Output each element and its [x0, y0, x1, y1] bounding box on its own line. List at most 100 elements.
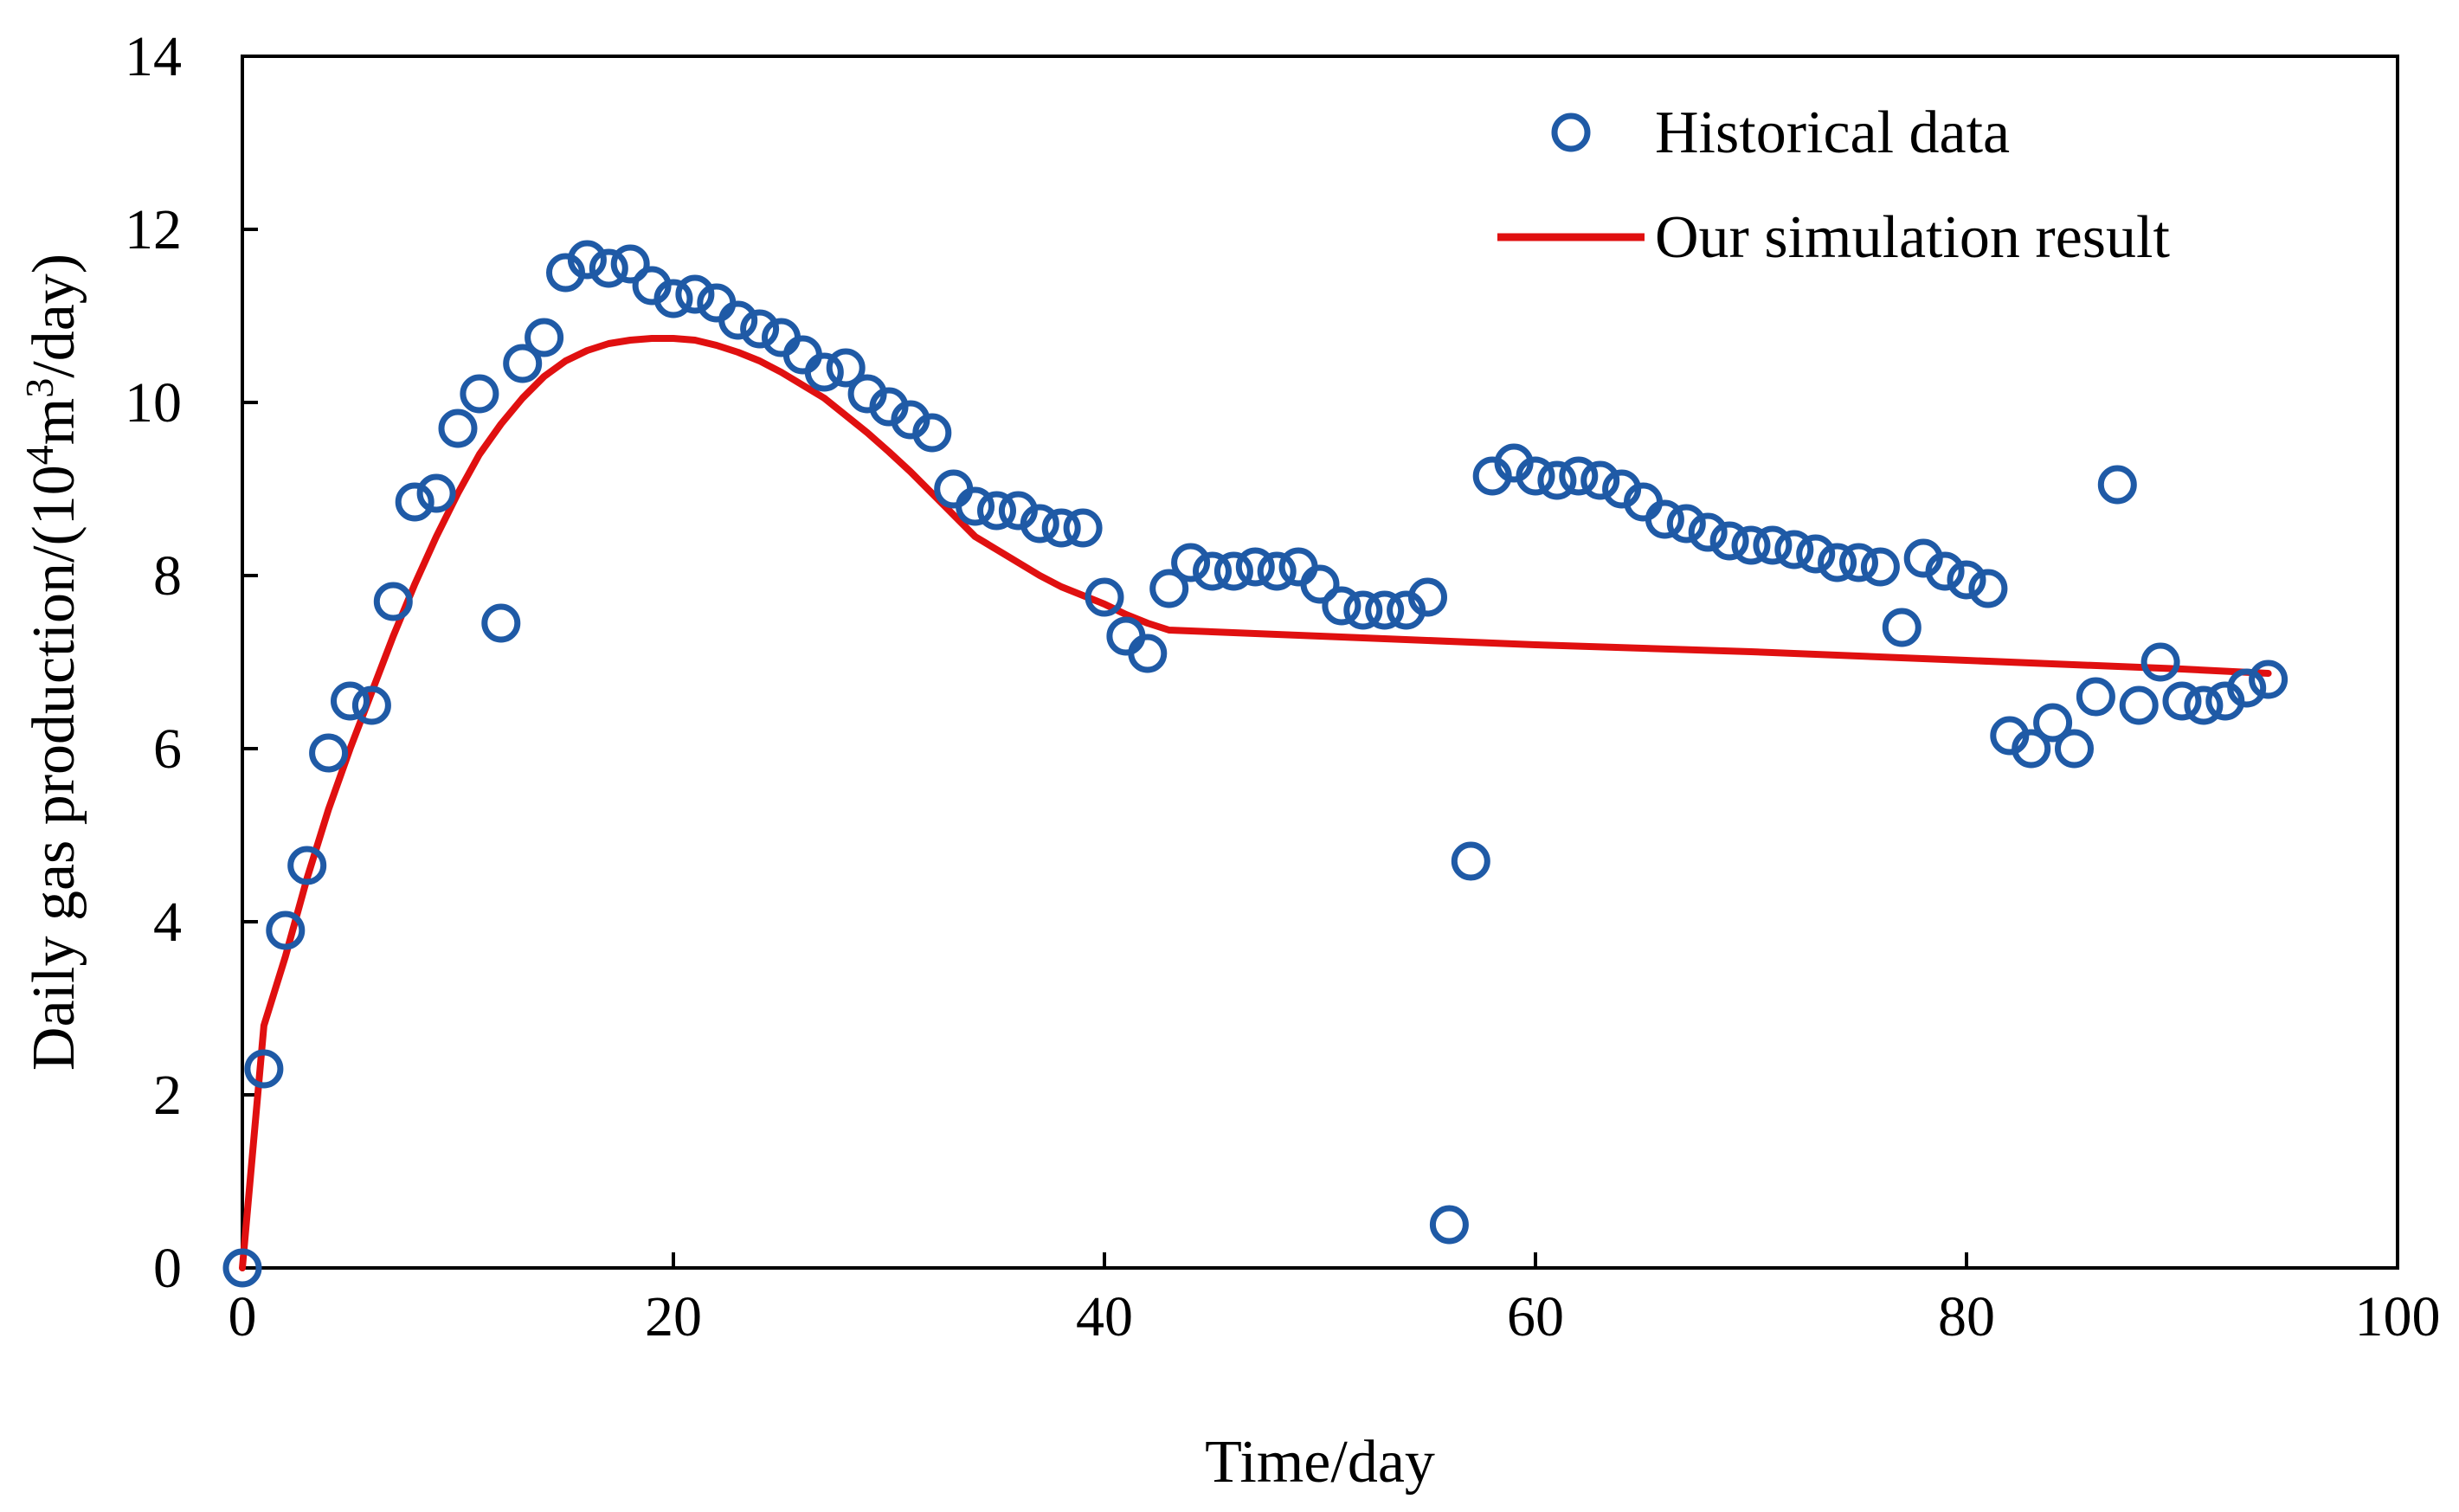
historical-point — [460, 374, 499, 414]
plot-frame — [241, 55, 2399, 1270]
x-tick-label: 60 — [1507, 1285, 1564, 1348]
x-tick-label: 0 — [229, 1285, 257, 1348]
historical-point — [718, 300, 758, 340]
historical-point — [589, 248, 628, 288]
historical-point — [1559, 456, 1599, 496]
historical-point — [395, 482, 435, 522]
x-tick-label: 100 — [2355, 1285, 2441, 1348]
historical-point — [1451, 841, 1490, 881]
legend-label-simulation: Our simulation result — [1655, 204, 2170, 271]
historical-point — [782, 335, 822, 375]
y-title-sup-2: 3 — [17, 378, 61, 398]
y-tick-label: 2 — [153, 1064, 182, 1127]
y-tick-label: 14 — [125, 25, 182, 88]
historical-point — [1753, 525, 1793, 565]
historical-point — [2162, 681, 2202, 721]
historical-point — [1925, 551, 1965, 591]
historical-point — [309, 733, 349, 773]
historical-point — [1343, 590, 1383, 630]
historical-point — [1774, 530, 1814, 569]
historical-point — [1839, 543, 1878, 582]
x-tick-label: 80 — [1938, 1285, 1995, 1348]
historical-point — [956, 486, 995, 526]
historical-point — [1882, 608, 1921, 647]
y-tick-label: 8 — [153, 544, 182, 608]
historical-point — [287, 846, 327, 885]
historical-point — [525, 318, 564, 357]
historical-point — [2012, 729, 2051, 769]
historical-point — [1666, 504, 1706, 544]
x-tick-label: 20 — [645, 1285, 702, 1348]
series-layer — [222, 240, 2288, 1288]
historical-point — [2076, 677, 2115, 717]
historical-point — [244, 1049, 284, 1089]
historical-point — [1085, 577, 1124, 617]
historical-point — [1516, 456, 1555, 496]
historical-point — [503, 344, 543, 383]
historical-point — [416, 473, 456, 513]
historical-point — [2227, 668, 2267, 708]
historical-point — [331, 681, 370, 721]
historical-point — [977, 491, 1016, 531]
historical-point — [266, 910, 306, 950]
historical-point — [1171, 543, 1211, 582]
historical-point — [1278, 547, 1318, 587]
historical-point — [653, 279, 693, 318]
historical-point — [912, 413, 952, 453]
historical-point — [1322, 586, 1361, 626]
historical-point — [2249, 659, 2288, 699]
x-tick-label: 40 — [1076, 1285, 1133, 1348]
x-axis-title: Time/day — [1205, 1429, 1435, 1496]
historical-point — [1688, 512, 1728, 552]
historical-point — [610, 244, 650, 284]
y-tick-label: 12 — [125, 198, 182, 261]
historical-point — [373, 582, 413, 621]
y-title-part-3: /day) — [21, 254, 87, 378]
historical-point — [567, 240, 607, 280]
historical-point — [2119, 685, 2159, 725]
historical-point — [1257, 551, 1297, 591]
y-axis-title: Daily gas production/(104m3/day) — [17, 254, 87, 1071]
historical-point — [826, 348, 866, 388]
historical-point — [934, 469, 974, 509]
historical-point — [1063, 508, 1103, 548]
historical-point — [1968, 569, 2008, 608]
historical-point — [1235, 547, 1275, 587]
historical-point — [2033, 703, 2073, 743]
historical-point — [1818, 543, 1857, 582]
historical-point — [1408, 577, 1447, 617]
historical-point — [2097, 465, 2137, 505]
historical-point — [1213, 551, 1253, 591]
historical-point — [351, 685, 391, 725]
historical-point — [1580, 460, 1620, 500]
historical-point — [804, 352, 844, 392]
y-tick-label: 10 — [125, 371, 182, 434]
historical-point — [438, 409, 478, 448]
y-axis-ticks: 0 2 4 6 8 10 12 14 — [125, 25, 258, 1300]
historical-point — [762, 318, 801, 357]
historical-point — [1645, 499, 1684, 539]
historical-point — [675, 274, 715, 314]
historical-point — [1193, 551, 1232, 591]
historical-point — [2140, 642, 2180, 682]
historical-point — [1365, 590, 1405, 630]
historical-point — [1149, 569, 1189, 608]
y-tick-label: 0 — [153, 1237, 182, 1300]
historical-point — [697, 283, 737, 323]
historical-point — [1731, 525, 1771, 565]
legend: Historical data Our simulation result — [1497, 100, 2170, 271]
y-tick-label: 6 — [153, 717, 182, 781]
y-title-part-2: m — [21, 398, 87, 445]
historical-point — [1041, 508, 1081, 548]
historical-point — [1106, 616, 1146, 656]
historical-point — [1128, 634, 1168, 673]
historical-point — [1020, 504, 1059, 544]
historical-point — [2055, 729, 2094, 769]
y-title-sup-1: 4 — [17, 445, 61, 465]
historical-point — [1709, 521, 1749, 561]
legend-marker-historical — [1551, 113, 1591, 152]
y-title-part-1: Daily gas production/(10 — [21, 465, 87, 1071]
historical-point — [222, 1248, 262, 1288]
